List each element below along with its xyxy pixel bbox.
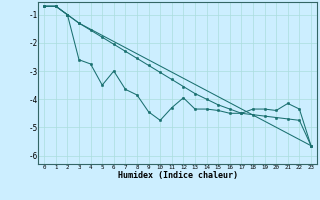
X-axis label: Humidex (Indice chaleur): Humidex (Indice chaleur) <box>118 171 238 180</box>
